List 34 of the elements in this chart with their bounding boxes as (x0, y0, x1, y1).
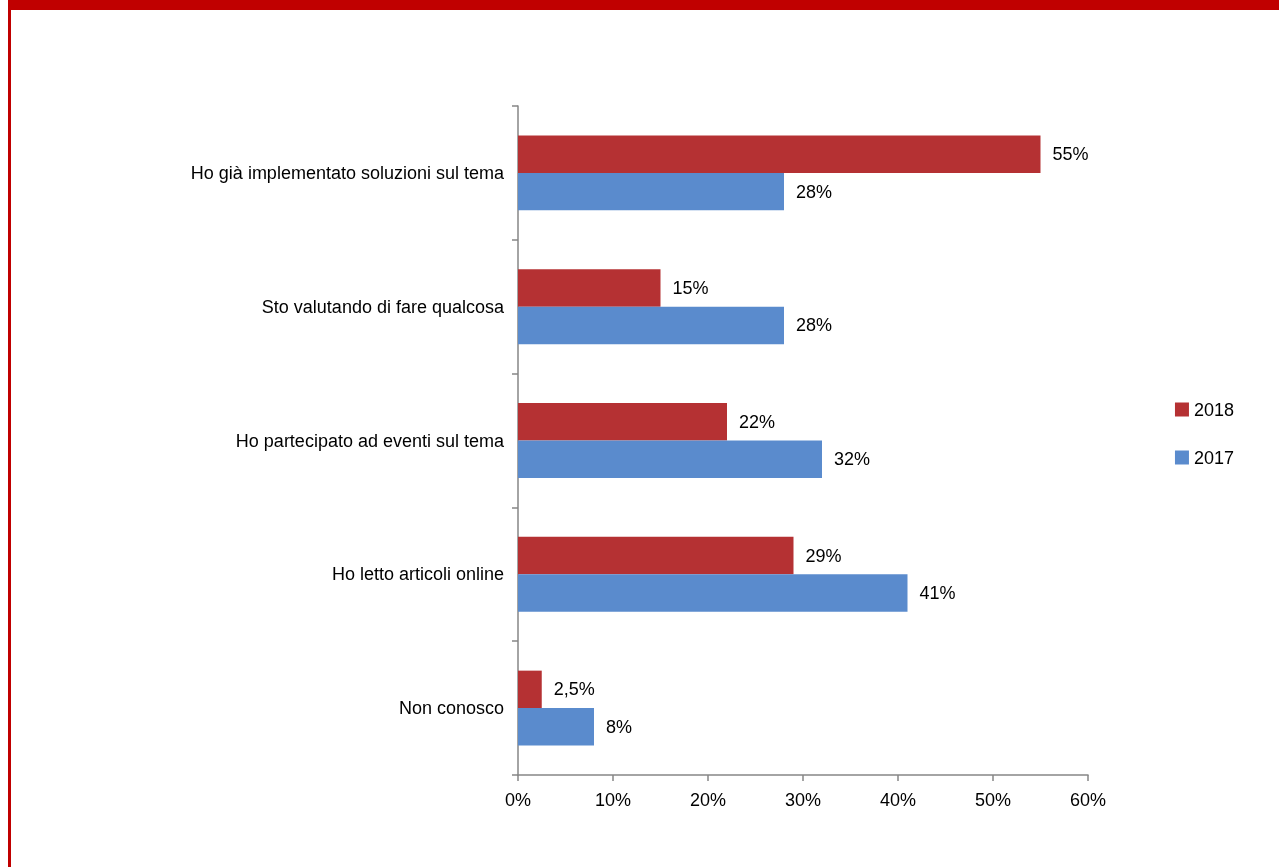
y-tick-label: Ho partecipato ad eventi sul tema (235, 430, 505, 451)
bar (518, 574, 908, 612)
x-tick-label: 30% (784, 790, 822, 810)
x-tick-label: 0% (504, 790, 532, 810)
data-label: 8% (606, 716, 633, 737)
data-label: 15% (672, 277, 709, 298)
x-tick-label: 40% (879, 790, 917, 810)
legend-label: 2018 (1193, 399, 1234, 420)
bar (518, 708, 594, 746)
x-tick-label: 20% (689, 790, 727, 810)
data-label: 41% (919, 583, 956, 604)
data-label: 55% (1052, 144, 1089, 165)
legend-label: 2017 (1193, 447, 1234, 468)
bar (518, 536, 794, 575)
data-label: 22% (739, 411, 776, 432)
y-tick-label: Sto valutando di fare qualcosa (261, 296, 505, 317)
bar (518, 269, 661, 307)
y-tick-label: Non conosco (398, 698, 504, 719)
bar (518, 440, 822, 478)
y-tick-label: Ho letto articoli online (331, 564, 504, 585)
data-label: 2,5% (553, 679, 595, 700)
bar (518, 172, 784, 211)
bar (518, 306, 784, 345)
x-tick-label: 60% (1069, 790, 1107, 810)
data-label: 28% (796, 181, 833, 202)
bar (518, 670, 542, 709)
x-tick-label: 50% (974, 790, 1012, 810)
x-tick-label: 10% (594, 790, 632, 810)
data-label: 28% (796, 315, 833, 336)
data-label: 32% (834, 449, 871, 470)
bar (518, 403, 727, 441)
y-tick-label: Ho già implementato soluzioni sul tema (190, 162, 505, 183)
data-label: 29% (805, 545, 842, 566)
bar (518, 135, 1041, 173)
